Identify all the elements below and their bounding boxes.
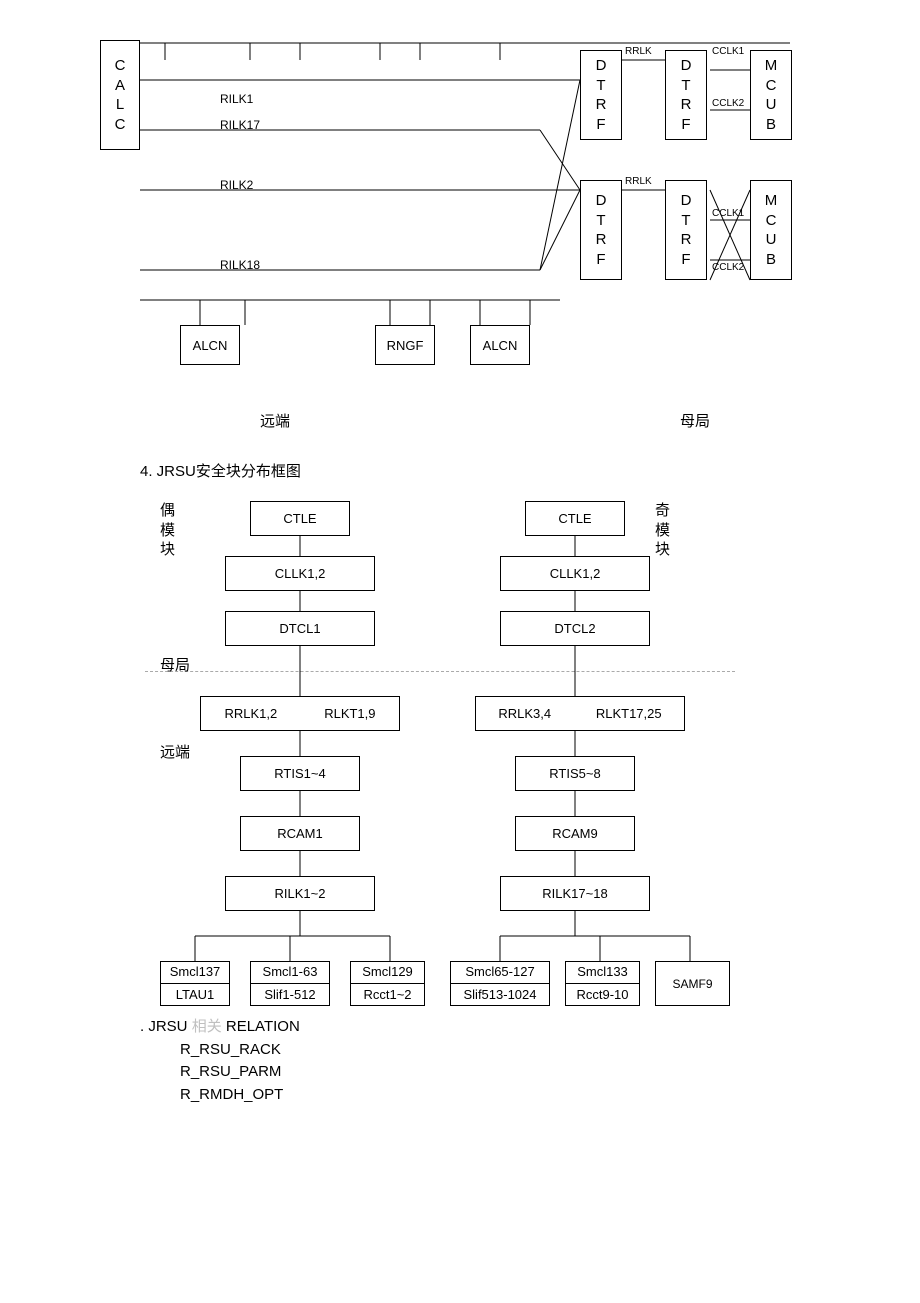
cclk1-label-1: CCLK1: [712, 46, 744, 57]
label-odd: 奇模块: [655, 501, 670, 560]
cclk1-label-2: CCLK1: [712, 208, 744, 219]
right-rtis: RTIS5~8: [515, 756, 635, 791]
alcn-2: ALCN: [470, 325, 530, 365]
rrlk-label-1: RRLK: [625, 46, 652, 57]
left-rlkt: RLKT1,9: [324, 706, 375, 721]
diagram-2: 偶模块 奇模块 母局 远端 CTLE CLLK1,2 DTCL1 RRLK1,2…: [100, 496, 820, 1116]
right-ctle: CTLE: [525, 501, 625, 536]
left-cllk: CLLK1,2: [225, 556, 375, 591]
right-rlkt: RLKT17,25: [596, 706, 662, 721]
rilk1-label: RILK1: [220, 92, 253, 106]
rngf: RNGF: [375, 325, 435, 365]
label-yuanduan: 远端: [260, 410, 290, 431]
left-rcam: RCAM1: [240, 816, 360, 851]
right-cllk: CLLK1,2: [500, 556, 650, 591]
dashed-separator: [145, 671, 735, 672]
left-ctle: CTLE: [250, 501, 350, 536]
right-leaf-2: Smcl133 Rcct9-10: [565, 961, 640, 1006]
right-rcam: RCAM9: [515, 816, 635, 851]
dtrf-1: DTRF: [580, 50, 622, 140]
dtrf-4: DTRF: [665, 180, 707, 280]
diagram-1: CALC CALC RILK1 RILK17 RILK2 RILK18 DTRF…: [100, 40, 820, 410]
rrlk-label-2: RRLK: [625, 176, 652, 187]
dtrf-2: DTRF: [665, 50, 707, 140]
mcub-2: MCUB: [750, 180, 792, 280]
rilk18-label: RILK18: [220, 258, 260, 272]
left-rilk: RILK1~2: [225, 876, 375, 911]
d1-bottom-labels: 远端 母局: [100, 410, 820, 440]
left-leaf-3: Smcl129 Rcct1~2: [350, 961, 425, 1006]
label-muju-d2: 母局: [160, 654, 190, 675]
right-rrlk-rlkt: RRLK3,4 RLKT17,25: [475, 696, 685, 731]
label-even: 偶模块: [160, 501, 175, 560]
left-rrlk: RRLK1,2: [224, 706, 277, 721]
rilk17-label: RILK17: [220, 118, 260, 132]
rilk2-label: RILK2: [220, 178, 253, 192]
left-dtcl: DTCL1: [225, 611, 375, 646]
left-leaf-1: Smcl137 LTAU1: [160, 961, 230, 1006]
right-leaf-1: Smcl65-127 Slif513-1024: [450, 961, 550, 1006]
section-heading: 4. JRSU安全块分布框图: [140, 460, 860, 481]
right-rilk: RILK17~18: [500, 876, 650, 911]
label-yuanduan-d2: 远端: [160, 741, 190, 762]
calc-2: CALC: [100, 40, 140, 150]
alcn-1: ALCN: [180, 325, 240, 365]
d2-lines: [100, 496, 820, 1116]
cclk2-label-2: CCLK2: [712, 262, 744, 273]
right-leaf-3: SAMF9: [655, 961, 730, 1006]
left-leaf-2: Smcl1-63 Slif1-512: [250, 961, 330, 1006]
left-rrlk-rlkt: RRLK1,2 RLKT1,9: [200, 696, 400, 731]
dtrf-3: DTRF: [580, 180, 622, 280]
mcub-1: MCUB: [750, 50, 792, 140]
right-dtcl: DTCL2: [500, 611, 650, 646]
cclk2-label-1: CCLK2: [712, 98, 744, 109]
label-muju: 母局: [680, 410, 710, 431]
left-rtis: RTIS1~4: [240, 756, 360, 791]
right-rrlk: RRLK3,4: [498, 706, 551, 721]
